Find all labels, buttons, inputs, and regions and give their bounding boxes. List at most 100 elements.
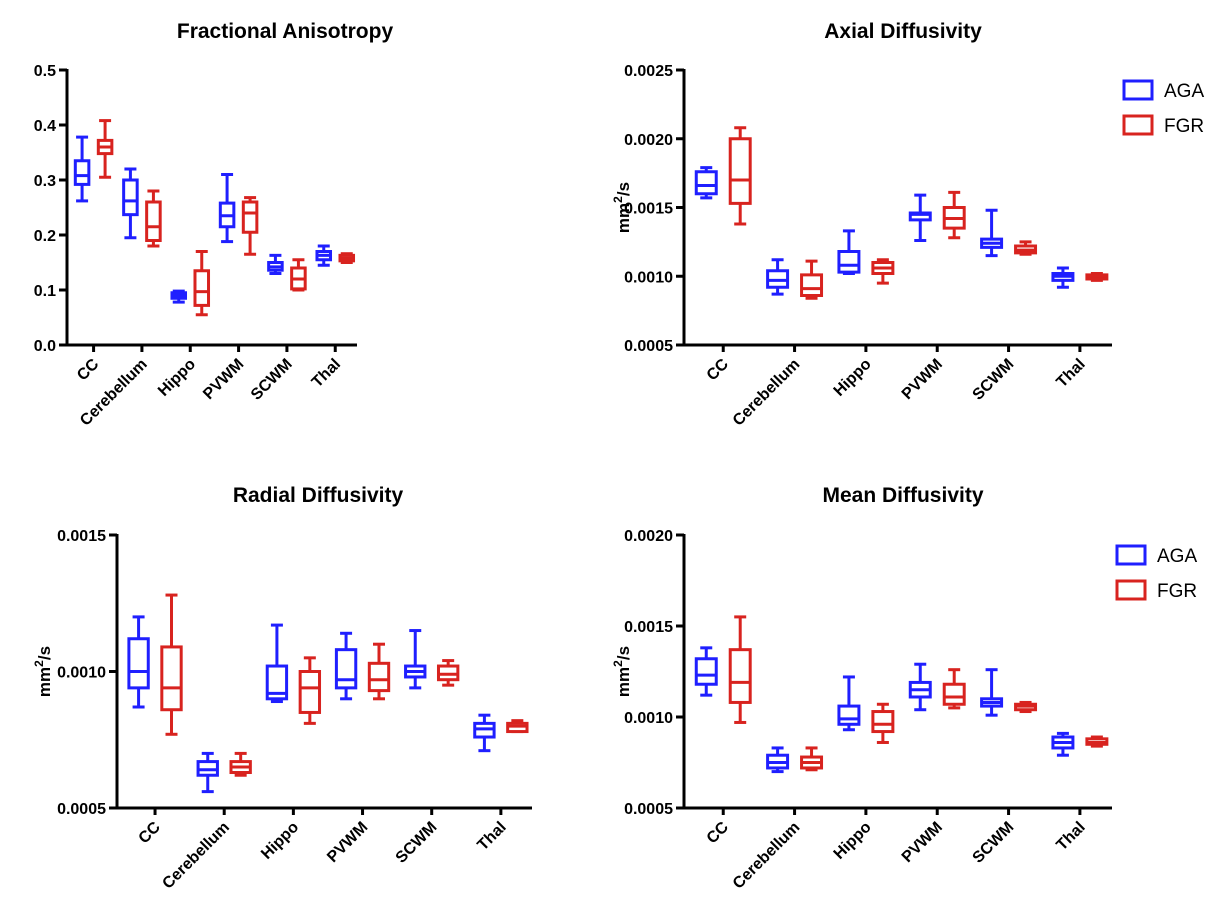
x-tick-label: Thal <box>1053 819 1088 854</box>
y-tick-label: 0.4 <box>34 118 56 135</box>
x-tick-label: PVWM <box>899 356 946 403</box>
chart-title: Fractional Anisotropy <box>177 20 394 43</box>
box-fgr <box>506 719 529 734</box>
legend-swatch-aga <box>1122 79 1154 101</box>
box-fgr <box>1014 240 1038 256</box>
chart-panel-1: Fractional Anisotropy 0.0 0.1 0.2 0.3 0.4 0.5 C… <box>34 20 394 429</box>
box-aga <box>218 173 236 244</box>
y-tick-label: 0.0020 <box>624 528 673 545</box>
y-axis-label: mm2/s <box>611 646 633 697</box>
box-aga <box>473 713 496 753</box>
legend-swatch-fgr <box>1122 114 1154 136</box>
chart-panel-3: Radial Diffusivity mm2/s 0.0005 0.0010 0.001… <box>32 484 532 892</box>
box-iqr <box>298 670 322 714</box>
box-aga <box>908 193 932 242</box>
y-tick-label: 0.1 <box>34 283 56 300</box>
box-iqr <box>193 269 211 307</box>
box-iqr <box>728 648 752 704</box>
y-tick-label: 0.2 <box>34 228 56 245</box>
box-iqr <box>122 178 139 217</box>
box-iqr <box>265 664 289 701</box>
box-fgr <box>1085 272 1109 282</box>
box-aga <box>315 244 333 267</box>
box-aga <box>334 631 358 701</box>
y-tick-label: 0.0 <box>34 338 56 355</box>
y-tick-label: 0.0015 <box>57 528 106 545</box>
x-tick-label: Hippo <box>831 819 875 863</box>
box-aga <box>908 662 932 712</box>
box-iqr <box>334 648 358 690</box>
x-tick-label: Hippo <box>155 356 199 400</box>
x-tick-label: CC <box>704 355 733 384</box>
box-fgr <box>728 615 752 724</box>
x-tick-label: PVWM <box>200 356 247 403</box>
box-aga <box>170 289 188 304</box>
y-tick-label: 0.0010 <box>624 710 673 727</box>
box-iqr <box>871 710 895 734</box>
box-aga <box>265 623 289 704</box>
box-iqr <box>728 137 752 205</box>
y-tick-label: 0.0025 <box>624 63 673 80</box>
box-fgr <box>871 258 895 285</box>
box-iqr <box>367 661 391 693</box>
x-tick-label: SCWM <box>393 819 441 867</box>
box-iqr <box>160 645 183 712</box>
box-aga <box>267 253 284 275</box>
box-iqr <box>694 170 718 196</box>
box-fgr <box>728 126 752 226</box>
box-fgr <box>942 668 966 710</box>
box-fgr <box>367 642 391 701</box>
legend-swatch-fgr <box>1115 579 1147 601</box>
x-tick-label: SCWM <box>970 819 1018 867</box>
legend: AGA FGR <box>1115 544 1197 602</box>
box-iqr <box>73 159 91 186</box>
y-tick-label: 0.0015 <box>624 201 673 218</box>
box-fgr <box>1085 735 1109 748</box>
box-fgr <box>96 119 114 179</box>
x-tick-label: CC <box>74 355 103 384</box>
box-iqr <box>800 273 824 297</box>
y-tick-label: 0.0005 <box>57 801 106 818</box>
box-iqr <box>837 250 861 274</box>
y-tick-label: 0.0020 <box>624 132 673 149</box>
box-aga <box>837 675 861 732</box>
box-fgr <box>241 196 259 256</box>
box-aga <box>127 615 150 709</box>
x-tick-label: PVWM <box>324 819 371 866</box>
box-aga <box>73 135 91 203</box>
box-fgr <box>800 746 824 772</box>
box-fgr <box>1014 700 1038 714</box>
chart-panel-4: Mean Diffusivity mm2/s 0.0005 0.0010 0.0015 0… <box>611 484 1197 892</box>
x-tick-label: SCWM <box>248 356 296 404</box>
x-tick-label: Cerebellum <box>159 819 233 893</box>
box-aga <box>980 668 1004 717</box>
box-fgr <box>145 189 162 248</box>
x-tick-label: Hippo <box>831 356 875 400</box>
x-tick-label: CC <box>136 818 165 847</box>
box-fgr <box>942 190 966 240</box>
legend-label-aga: AGA <box>1164 81 1204 102</box>
box-aga <box>694 166 718 200</box>
chart-panel-2: Axial Diffusivity mm2/s 0.0005 0.0010 0.0015… <box>611 20 1204 429</box>
x-tick-label: Thal <box>309 356 344 391</box>
x-tick-label: SCWM <box>970 356 1018 404</box>
box-aga <box>196 751 219 794</box>
x-tick-label: CC <box>704 818 733 847</box>
box-iqr <box>241 200 259 234</box>
x-tick-label: Thal <box>474 819 509 854</box>
y-tick-label: 0.0010 <box>624 269 673 286</box>
box-iqr <box>942 682 966 706</box>
y-axis-label: mm2/s <box>611 182 633 233</box>
x-tick-label: PVWM <box>899 819 946 866</box>
box-aga <box>766 258 790 296</box>
x-tick-label: Cerebellum <box>730 356 804 430</box>
legend-label-fgr: FGR <box>1157 581 1197 602</box>
box-iqr <box>127 637 150 690</box>
legend-label-aga: AGA <box>1157 546 1197 567</box>
x-tick-label: Cerebellum <box>730 819 804 893</box>
legend-swatch-aga <box>1115 544 1147 566</box>
box-aga <box>122 167 139 240</box>
box-fgr <box>871 702 895 744</box>
